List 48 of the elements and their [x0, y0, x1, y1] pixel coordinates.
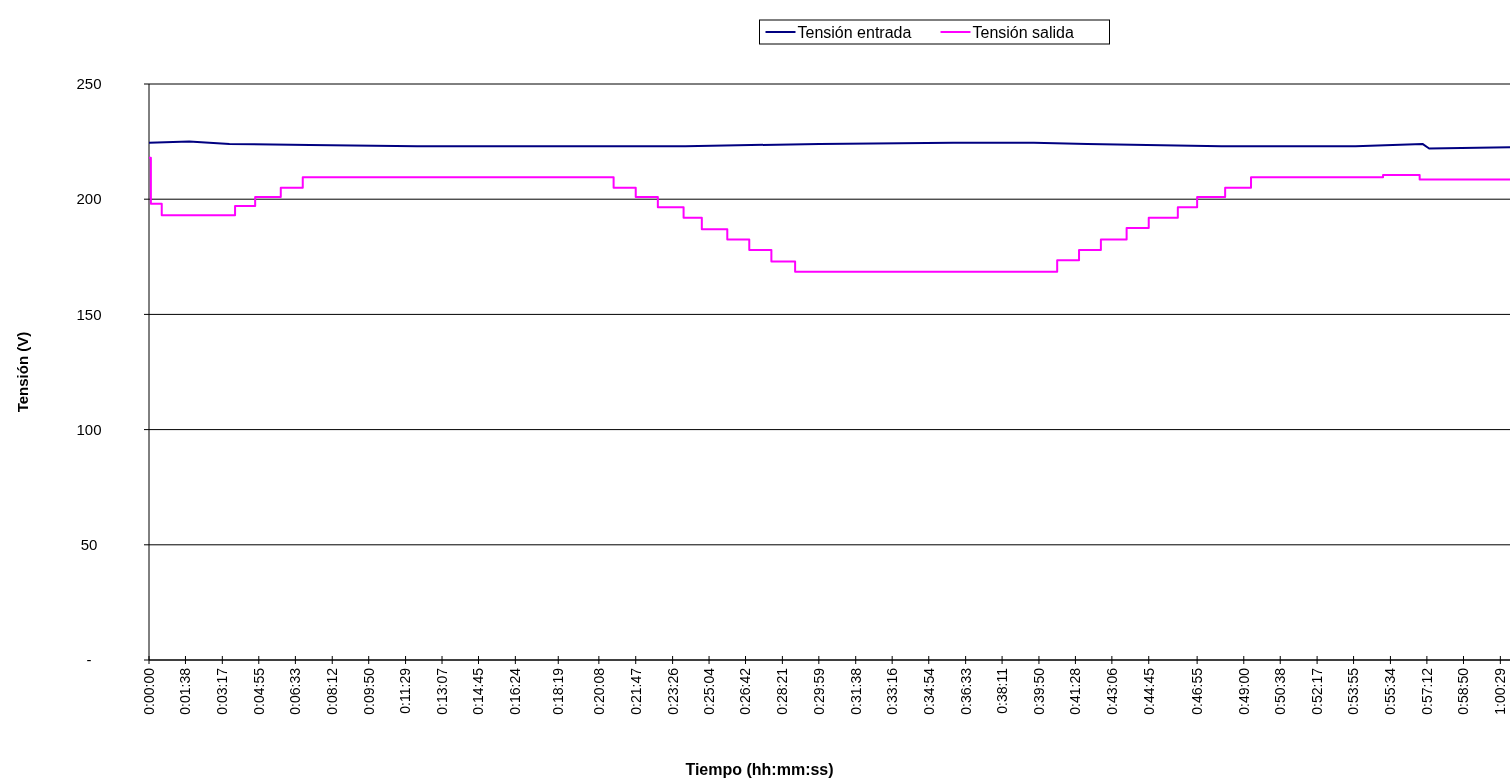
x-tick-label: 0:39:50: [1030, 667, 1047, 715]
y-tick-label: 200: [76, 190, 102, 208]
x-tick-label: 0:41:28: [1067, 667, 1084, 715]
x-tick-label: 0:11:29: [397, 667, 414, 714]
x-tick-label: 0:26:42: [737, 667, 754, 715]
x-tick-label: 0:50:38: [1272, 667, 1289, 715]
x-tick-label: 0:55:34: [1382, 667, 1399, 715]
x-tick-label: 0:23:26: [664, 667, 681, 715]
x-tick-label: 0:34:54: [920, 667, 937, 715]
legend-label: Tensión entrada: [797, 23, 912, 41]
x-axis-title: Tiempo (hh:mm:ss): [685, 761, 834, 778]
line-series: [148, 140, 1511, 150]
y-tick-label: 50: [80, 536, 98, 554]
x-tick-label: 0:14:45: [470, 667, 487, 715]
x-tick-label: 0:58:50: [1455, 667, 1472, 715]
x-tick-label: 0:13:07: [433, 667, 450, 715]
x-tick-label: 0:46:55: [1189, 667, 1206, 715]
x-tick-label: 1:00:29: [1492, 667, 1509, 715]
x-tick-label: 0:43:06: [1103, 667, 1120, 715]
x-tick-label: 0:16:24: [507, 667, 524, 715]
x-tick-label: 0:03:17: [214, 667, 231, 715]
x-tick-label: 0:36:33: [957, 667, 974, 715]
legend-label: Tensión salida: [972, 23, 1074, 41]
x-tick-label: 0:25:04: [700, 667, 717, 715]
x-tick-label: 0:53:55: [1345, 667, 1362, 715]
x-tick-label: 0:38:11: [993, 667, 1010, 714]
x-tick-label: 0:29:59: [810, 667, 827, 715]
x-tick-label: 0:44:45: [1140, 667, 1157, 715]
x-tick-label: 0:33:16: [884, 667, 901, 715]
x-tick-label: 0:01:38: [177, 667, 194, 715]
x-tick-label: 0:00:00: [140, 667, 157, 715]
x-tick-label: 0:21:47: [627, 667, 644, 715]
x-tick-label: 0:06:33: [287, 667, 304, 715]
x-tick-label: 0:04:55: [250, 667, 267, 715]
y-tick-label: 150: [76, 305, 102, 323]
x-tick-label: 0:31:38: [847, 667, 864, 715]
x-tick-label: 0:57:12: [1418, 667, 1435, 715]
x-tick-label: 0:08:12: [324, 667, 341, 715]
x-tick-label: 0:09:50: [360, 667, 377, 715]
x-tick-label: 0:49:00: [1235, 667, 1252, 715]
y-tick-label: 100: [76, 420, 102, 438]
x-tick-label: 0:18:19: [550, 667, 567, 715]
y-axis-title: Tensión (V): [14, 331, 31, 413]
y-tick-label: 250: [76, 75, 102, 93]
y-tick-label: -: [86, 651, 92, 669]
x-tick-label: 0:28:21: [774, 667, 791, 715]
x-tick-label: 0:52:17: [1309, 667, 1325, 715]
x-tick-label: 0:20:08: [590, 667, 607, 715]
